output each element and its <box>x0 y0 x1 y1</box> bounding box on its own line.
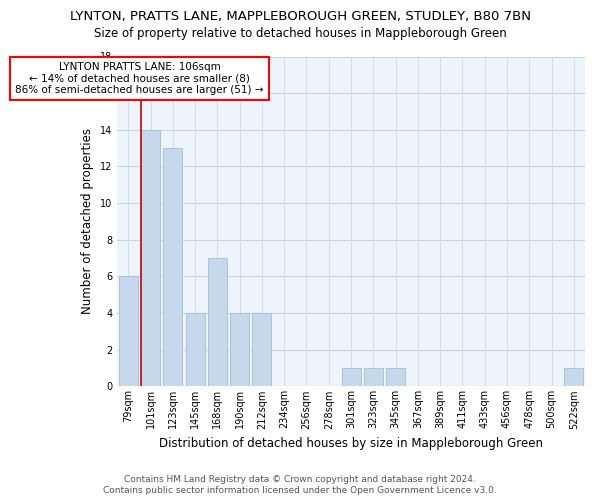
Bar <box>208 258 227 386</box>
Bar <box>185 313 205 386</box>
Text: Contains HM Land Registry data © Crown copyright and database right 2024.: Contains HM Land Registry data © Crown c… <box>124 475 476 484</box>
Text: LYNTON, PRATTS LANE, MAPPLEBOROUGH GREEN, STUDLEY, B80 7BN: LYNTON, PRATTS LANE, MAPPLEBOROUGH GREEN… <box>70 10 530 23</box>
Bar <box>230 313 249 386</box>
Text: Contains public sector information licensed under the Open Government Licence v3: Contains public sector information licen… <box>103 486 497 495</box>
Bar <box>386 368 405 386</box>
Bar <box>163 148 182 386</box>
Text: LYNTON PRATTS LANE: 106sqm
← 14% of detached houses are smaller (8)
86% of semi-: LYNTON PRATTS LANE: 106sqm ← 14% of deta… <box>15 62 263 95</box>
Bar <box>364 368 383 386</box>
Bar <box>253 313 271 386</box>
Bar <box>119 276 138 386</box>
Y-axis label: Number of detached properties: Number of detached properties <box>82 128 94 314</box>
Text: Size of property relative to detached houses in Mappleborough Green: Size of property relative to detached ho… <box>94 28 506 40</box>
Bar <box>341 368 361 386</box>
Bar <box>141 130 160 386</box>
Bar <box>565 368 583 386</box>
X-axis label: Distribution of detached houses by size in Mappleborough Green: Distribution of detached houses by size … <box>159 437 543 450</box>
